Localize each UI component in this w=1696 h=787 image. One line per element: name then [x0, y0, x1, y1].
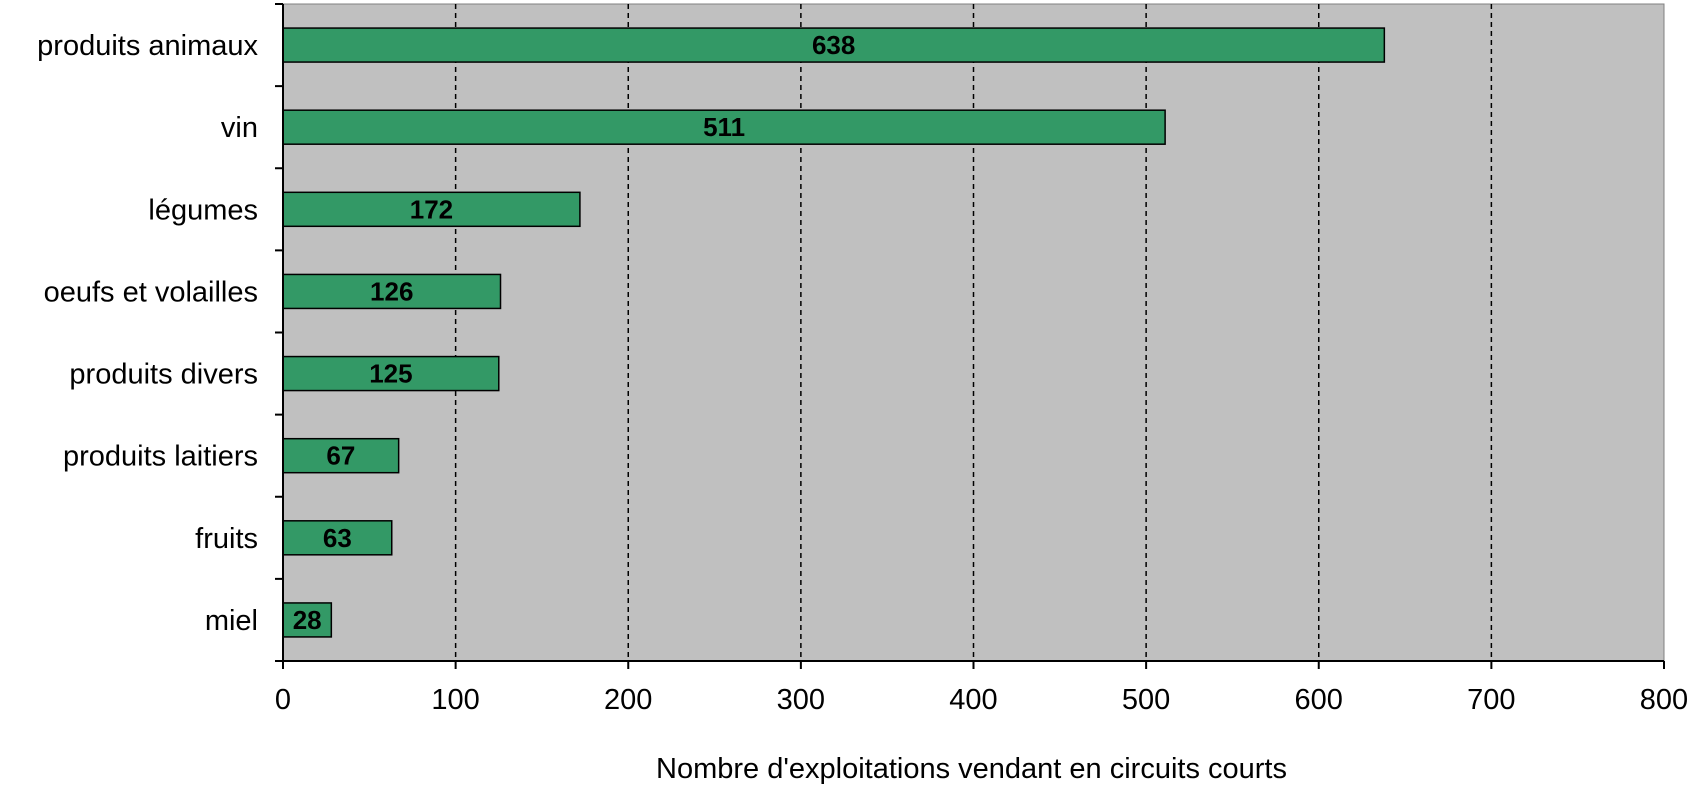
data-label: 67	[326, 441, 355, 471]
x-tick-label: 400	[949, 684, 997, 716]
category-labels: produits animaux vin légumes oeufs et volai…	[37, 30, 258, 637]
x-tick-label: 600	[1295, 684, 1343, 716]
bar	[282, 355, 500, 392]
category-label: produits laitiers	[63, 441, 258, 473]
axes	[275, 3, 1665, 669]
x-tick-label: 700	[1467, 684, 1515, 716]
x-tick-labels: 0 100 200 300 400 500 600 700 800	[275, 684, 1688, 716]
bar	[282, 191, 581, 228]
bar	[282, 109, 1166, 145]
bar	[282, 27, 1386, 63]
data-label: 125	[369, 359, 412, 389]
x-tick-label: 300	[777, 684, 825, 716]
x-tick-label: 500	[1122, 684, 1170, 716]
bar	[282, 602, 333, 638]
x-axis-title: Nombre d'exploitations vendant en circui…	[656, 753, 1287, 785]
category-label: oeufs et volailles	[44, 276, 258, 308]
category-label: produits animaux	[37, 30, 258, 62]
category-label: légumes	[148, 194, 258, 226]
bar	[282, 273, 502, 310]
x-tick-label: 0	[275, 684, 291, 716]
data-label: 511	[703, 112, 745, 142]
bar	[282, 437, 400, 474]
x-tick-label: 100	[431, 684, 479, 716]
data-label: 63	[323, 523, 352, 553]
category-label: vin	[221, 112, 258, 144]
data-label: 172	[410, 194, 453, 224]
x-tick-label: 200	[604, 684, 652, 716]
category-label: produits divers	[69, 359, 258, 391]
data-label: 126	[370, 276, 413, 306]
data-label: 638	[812, 30, 855, 60]
bars: 638 511 172 126 125 67 63 28	[282, 27, 1386, 638]
x-tick-label: 800	[1640, 684, 1688, 716]
category-label: fruits	[195, 523, 258, 555]
category-label: miel	[205, 605, 258, 637]
data-label: 28	[293, 605, 322, 635]
